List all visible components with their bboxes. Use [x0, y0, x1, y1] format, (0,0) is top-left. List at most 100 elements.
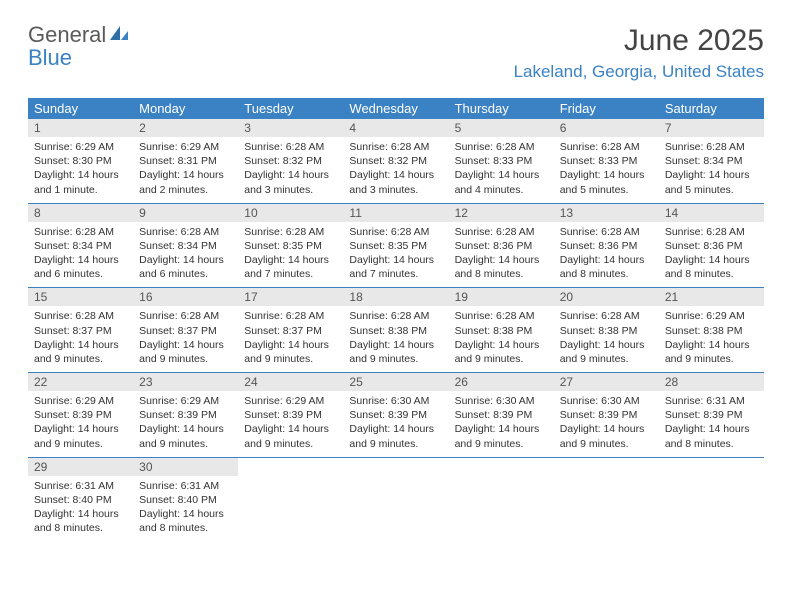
daylight-line: Daylight: 14 hours and 3 minutes. — [349, 168, 442, 196]
sunset-line: Sunset: 8:32 PM — [244, 154, 337, 168]
sunset-line: Sunset: 8:40 PM — [34, 493, 127, 507]
day-content: Sunrise: 6:28 AMSunset: 8:33 PMDaylight:… — [554, 137, 659, 203]
sunrise-line: Sunrise: 6:28 AM — [349, 225, 442, 239]
sunset-line: Sunset: 8:40 PM — [139, 493, 232, 507]
daylight-line: Daylight: 14 hours and 5 minutes. — [560, 168, 653, 196]
sunrise-line: Sunrise: 6:28 AM — [455, 309, 548, 323]
sunrise-line: Sunrise: 6:28 AM — [244, 309, 337, 323]
day-cell: 12Sunrise: 6:28 AMSunset: 8:36 PMDayligh… — [449, 204, 554, 288]
sunset-line: Sunset: 8:37 PM — [139, 324, 232, 338]
day-content: Sunrise: 6:28 AMSunset: 8:37 PMDaylight:… — [133, 306, 238, 372]
day-number: 25 — [343, 373, 448, 391]
daylight-line: Daylight: 14 hours and 8 minutes. — [455, 253, 548, 281]
sunrise-line: Sunrise: 6:28 AM — [560, 225, 653, 239]
day-number: 29 — [28, 458, 133, 476]
day-cell — [554, 458, 659, 542]
daylight-line: Daylight: 14 hours and 9 minutes. — [560, 338, 653, 366]
sunrise-line: Sunrise: 6:28 AM — [139, 225, 232, 239]
daylight-line: Daylight: 14 hours and 9 minutes. — [455, 338, 548, 366]
day-cell: 16Sunrise: 6:28 AMSunset: 8:37 PMDayligh… — [133, 288, 238, 372]
title-block: June 2025 Lakeland, Georgia, United Stat… — [514, 24, 764, 82]
sunset-line: Sunset: 8:33 PM — [560, 154, 653, 168]
day-content: Sunrise: 6:28 AMSunset: 8:32 PMDaylight:… — [343, 137, 448, 203]
day-cell: 23Sunrise: 6:29 AMSunset: 8:39 PMDayligh… — [133, 373, 238, 457]
day-number: 6 — [554, 119, 659, 137]
week-row: 22Sunrise: 6:29 AMSunset: 8:39 PMDayligh… — [28, 373, 764, 458]
day-number: 16 — [133, 288, 238, 306]
daylight-line: Daylight: 14 hours and 9 minutes. — [244, 338, 337, 366]
day-content: Sunrise: 6:28 AMSunset: 8:38 PMDaylight:… — [554, 306, 659, 372]
sunset-line: Sunset: 8:34 PM — [139, 239, 232, 253]
day-number: 23 — [133, 373, 238, 391]
day-number: 19 — [449, 288, 554, 306]
sunrise-line: Sunrise: 6:28 AM — [455, 225, 548, 239]
sunset-line: Sunset: 8:35 PM — [244, 239, 337, 253]
day-cell: 2Sunrise: 6:29 AMSunset: 8:31 PMDaylight… — [133, 119, 238, 203]
day-number: 2 — [133, 119, 238, 137]
weekday-label: Tuesday — [238, 98, 343, 119]
day-cell: 5Sunrise: 6:28 AMSunset: 8:33 PMDaylight… — [449, 119, 554, 203]
sunset-line: Sunset: 8:38 PM — [560, 324, 653, 338]
weekday-label: Wednesday — [343, 98, 448, 119]
logo-text-blue: Blue — [28, 45, 72, 70]
sunset-line: Sunset: 8:36 PM — [665, 239, 758, 253]
day-cell: 15Sunrise: 6:28 AMSunset: 8:37 PMDayligh… — [28, 288, 133, 372]
day-cell: 11Sunrise: 6:28 AMSunset: 8:35 PMDayligh… — [343, 204, 448, 288]
day-content: Sunrise: 6:28 AMSunset: 8:37 PMDaylight:… — [28, 306, 133, 372]
daylight-line: Daylight: 14 hours and 6 minutes. — [139, 253, 232, 281]
day-cell: 3Sunrise: 6:28 AMSunset: 8:32 PMDaylight… — [238, 119, 343, 203]
day-content: Sunrise: 6:29 AMSunset: 8:39 PMDaylight:… — [28, 391, 133, 457]
day-number: 10 — [238, 204, 343, 222]
sunrise-line: Sunrise: 6:31 AM — [665, 394, 758, 408]
daylight-line: Daylight: 14 hours and 9 minutes. — [349, 422, 442, 450]
daylight-line: Daylight: 14 hours and 2 minutes. — [139, 168, 232, 196]
day-number: 5 — [449, 119, 554, 137]
day-cell: 19Sunrise: 6:28 AMSunset: 8:38 PMDayligh… — [449, 288, 554, 372]
day-cell: 29Sunrise: 6:31 AMSunset: 8:40 PMDayligh… — [28, 458, 133, 542]
day-cell: 4Sunrise: 6:28 AMSunset: 8:32 PMDaylight… — [343, 119, 448, 203]
day-content: Sunrise: 6:30 AMSunset: 8:39 PMDaylight:… — [554, 391, 659, 457]
day-content: Sunrise: 6:31 AMSunset: 8:39 PMDaylight:… — [659, 391, 764, 457]
sunrise-line: Sunrise: 6:31 AM — [34, 479, 127, 493]
sunrise-line: Sunrise: 6:28 AM — [560, 309, 653, 323]
weekday-label: Monday — [133, 98, 238, 119]
day-number: 9 — [133, 204, 238, 222]
sunset-line: Sunset: 8:39 PM — [244, 408, 337, 422]
daylight-line: Daylight: 14 hours and 9 minutes. — [34, 422, 127, 450]
day-content: Sunrise: 6:28 AMSunset: 8:35 PMDaylight:… — [238, 222, 343, 288]
daylight-line: Daylight: 14 hours and 8 minutes. — [139, 507, 232, 535]
calendar: SundayMondayTuesdayWednesdayThursdayFrid… — [28, 98, 764, 541]
day-cell: 30Sunrise: 6:31 AMSunset: 8:40 PMDayligh… — [133, 458, 238, 542]
sunset-line: Sunset: 8:34 PM — [34, 239, 127, 253]
day-cell: 24Sunrise: 6:29 AMSunset: 8:39 PMDayligh… — [238, 373, 343, 457]
day-number: 27 — [554, 373, 659, 391]
day-content: Sunrise: 6:29 AMSunset: 8:39 PMDaylight:… — [133, 391, 238, 457]
sunrise-line: Sunrise: 6:28 AM — [139, 309, 232, 323]
weekday-label: Friday — [554, 98, 659, 119]
day-content: Sunrise: 6:31 AMSunset: 8:40 PMDaylight:… — [133, 476, 238, 542]
day-content: Sunrise: 6:31 AMSunset: 8:40 PMDaylight:… — [28, 476, 133, 542]
sunset-line: Sunset: 8:38 PM — [349, 324, 442, 338]
day-cell: 7Sunrise: 6:28 AMSunset: 8:34 PMDaylight… — [659, 119, 764, 203]
header: General Blue June 2025 Lakeland, Georgia… — [0, 0, 792, 90]
daylight-line: Daylight: 14 hours and 8 minutes. — [560, 253, 653, 281]
sunrise-line: Sunrise: 6:28 AM — [349, 140, 442, 154]
day-number: 20 — [554, 288, 659, 306]
daylight-line: Daylight: 14 hours and 9 minutes. — [34, 338, 127, 366]
day-content: Sunrise: 6:28 AMSunset: 8:37 PMDaylight:… — [238, 306, 343, 372]
sunset-line: Sunset: 8:39 PM — [349, 408, 442, 422]
sunset-line: Sunset: 8:37 PM — [34, 324, 127, 338]
day-number: 28 — [659, 373, 764, 391]
day-cell: 1Sunrise: 6:29 AMSunset: 8:30 PMDaylight… — [28, 119, 133, 203]
day-cell: 6Sunrise: 6:28 AMSunset: 8:33 PMDaylight… — [554, 119, 659, 203]
logo-text-general: General — [28, 22, 106, 47]
day-content: Sunrise: 6:29 AMSunset: 8:30 PMDaylight:… — [28, 137, 133, 203]
daylight-line: Daylight: 14 hours and 9 minutes. — [139, 338, 232, 366]
day-cell: 25Sunrise: 6:30 AMSunset: 8:39 PMDayligh… — [343, 373, 448, 457]
daylight-line: Daylight: 14 hours and 9 minutes. — [244, 422, 337, 450]
day-content: Sunrise: 6:28 AMSunset: 8:34 PMDaylight:… — [659, 137, 764, 203]
sunrise-line: Sunrise: 6:29 AM — [139, 140, 232, 154]
day-content: Sunrise: 6:28 AMSunset: 8:38 PMDaylight:… — [449, 306, 554, 372]
sunset-line: Sunset: 8:30 PM — [34, 154, 127, 168]
sunrise-line: Sunrise: 6:28 AM — [665, 140, 758, 154]
